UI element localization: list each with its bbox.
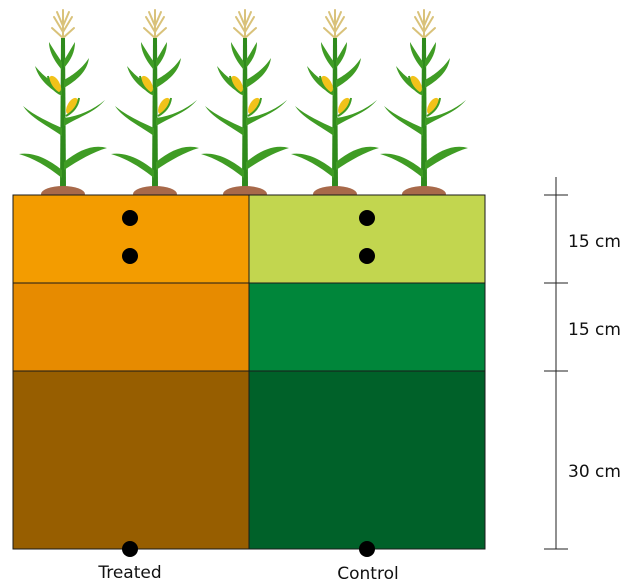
soil-layer-treated-3 xyxy=(12,370,250,550)
soil-layer-control-1 xyxy=(248,194,486,284)
corn-plant-3 xyxy=(200,9,290,203)
sampling-point-4 xyxy=(359,210,375,226)
corn-plants xyxy=(18,9,469,203)
depth-label-1: 15 cm xyxy=(568,320,621,340)
soil-layer-treated-1 xyxy=(12,194,250,284)
sampling-point-2 xyxy=(122,248,138,264)
column-label-treated: Treated xyxy=(97,563,161,583)
depth-label-2: 30 cm xyxy=(568,462,621,482)
soil-layer-control-2 xyxy=(248,282,486,372)
corn-plant-5 xyxy=(379,9,469,203)
sampling-point-3 xyxy=(122,541,138,557)
corn-plant-2 xyxy=(110,9,200,203)
depth-label-0: 15 cm xyxy=(568,232,621,252)
depth-scale: 15 cm 15 cm 30 cm xyxy=(544,177,621,550)
corn-plant-4 xyxy=(290,9,380,203)
corn-plant-1 xyxy=(18,9,108,203)
soil-layers xyxy=(12,194,486,550)
sampling-points xyxy=(122,210,375,557)
column-label-control: Control xyxy=(337,564,398,583)
sampling-point-5 xyxy=(359,248,375,264)
soil-layer-treated-2 xyxy=(12,282,250,372)
sampling-point-1 xyxy=(122,210,138,226)
soil-layer-control-3 xyxy=(248,370,486,550)
sampling-point-6 xyxy=(359,541,375,557)
